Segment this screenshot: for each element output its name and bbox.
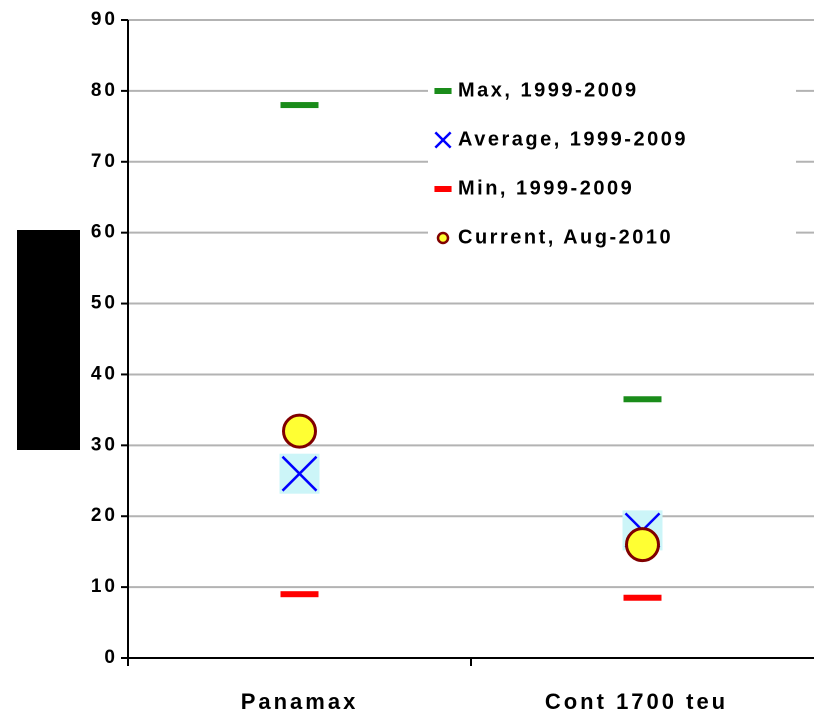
y-tick-label: 70 (91, 151, 118, 172)
legend-box (428, 72, 796, 262)
marker-x-stroke (434, 131, 452, 149)
y-tick-label: 90 (91, 9, 118, 30)
marker-dash (434, 88, 452, 94)
redacted-axis-label (17, 230, 80, 450)
marker-dash (280, 102, 319, 109)
legend-label: Average, 1999-2009 (458, 128, 688, 150)
x-tick-label: Cont 1700 teu (545, 689, 728, 714)
legend-label: Max, 1999-2009 (458, 79, 639, 101)
legend-label: Current, Aug-2010 (458, 226, 673, 248)
y-tick-label: 30 (91, 434, 118, 455)
marker-circle (282, 413, 317, 449)
marker-dash (623, 396, 662, 403)
legend-label: Min, 1999-2009 (458, 177, 634, 199)
y-tick-label: 20 (91, 505, 118, 526)
y-tick-label: 50 (91, 293, 118, 314)
marker-dash (434, 186, 452, 192)
marker-dash (623, 594, 662, 601)
y-tick-label: 40 (91, 363, 118, 384)
marker-x (434, 131, 452, 149)
marker-circle (625, 527, 660, 563)
y-tick-label: 80 (91, 80, 118, 101)
y-tick-label: 0 (104, 647, 118, 668)
y-tick-label: 10 (91, 576, 118, 597)
marker-x-stroke (281, 455, 318, 492)
marker-x (279, 453, 320, 494)
marker-circle (436, 231, 450, 245)
y-tick-label: 60 (91, 222, 118, 243)
marker-dash (280, 591, 319, 598)
x-tick-label: Panamax (241, 689, 359, 714)
